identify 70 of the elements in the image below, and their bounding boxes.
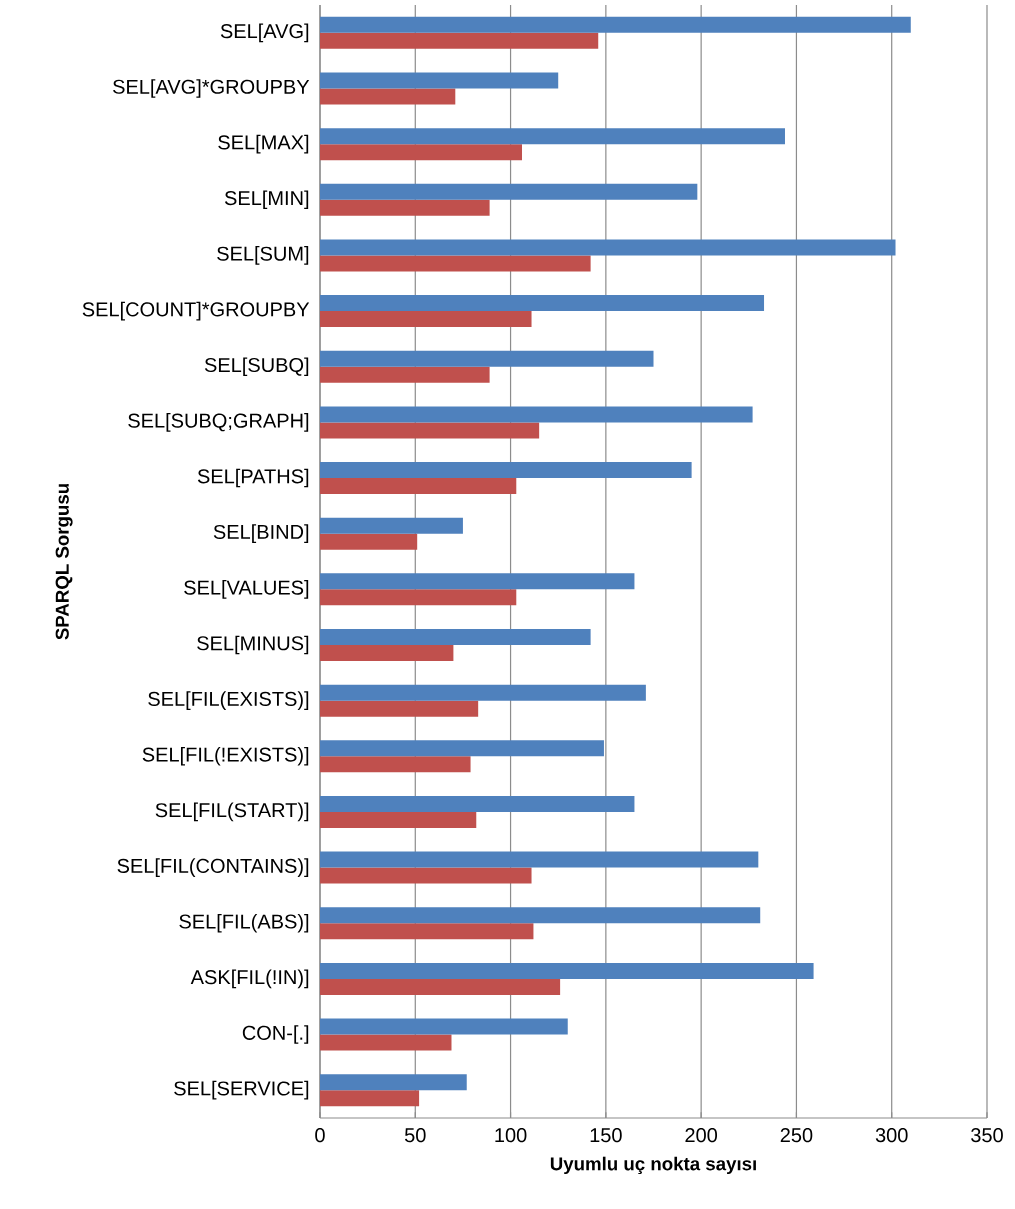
bar [320, 1034, 452, 1051]
x-tick-label: 0 [315, 1128, 325, 1143]
x-tick-label: 350 [971, 1128, 1003, 1143]
bar [320, 128, 785, 145]
bar [320, 644, 454, 661]
bar [320, 311, 532, 328]
bar [320, 239, 896, 256]
bar [320, 907, 761, 924]
x-tick-label: 100 [495, 1128, 527, 1143]
bar [320, 478, 517, 495]
bar [320, 867, 532, 884]
x-tick-label: 50 [404, 1128, 426, 1143]
bar [320, 462, 692, 479]
y-tick-label: SEL[FIL(EXISTS)] [148, 691, 309, 710]
y-tick-label: SEL[COUNT]*GROUPBY [82, 301, 310, 321]
bar [320, 700, 479, 717]
bar [320, 366, 490, 383]
y-tick-label: SEL[MAX] [218, 134, 309, 154]
bar [320, 422, 540, 439]
y-tick-label: SEL[SUBQ;GRAPH] [128, 413, 309, 432]
y-tick-label: SEL[MIN] [224, 190, 309, 210]
bar [320, 350, 654, 367]
x-tick-label: 150 [590, 1128, 622, 1143]
bar [320, 88, 456, 105]
bar [320, 72, 559, 89]
bar [320, 851, 759, 868]
bar [320, 1074, 467, 1091]
y-tick-label: SEL[BIND] [213, 524, 309, 543]
bar [320, 255, 591, 272]
y-tick-label: SEL[MINUS] [197, 635, 309, 655]
y-tick-label: SEL[FIL(START)] [155, 802, 309, 822]
bar [320, 144, 522, 161]
bar [320, 740, 604, 757]
y-tick-label: SEL[FIL(!EXISTS)] [142, 746, 309, 766]
bar [320, 32, 599, 49]
bar [320, 295, 765, 312]
y-axis-title: SPARQL Sorgusu [55, 484, 73, 640]
bar [320, 406, 753, 423]
y-tick-label: SEL[SUBQ] [204, 357, 309, 377]
bar [320, 1090, 420, 1107]
bar [320, 962, 814, 979]
y-tick-label: SEL[SUM] [217, 246, 309, 265]
bar [320, 684, 646, 701]
x-tick-label: 200 [685, 1128, 718, 1143]
bar [320, 533, 418, 550]
y-tick-label: SEL[FIL(ABS)] [179, 913, 309, 933]
y-tick-label: SEL[VALUES] [184, 580, 309, 599]
y-tick-label: SEL[PATHS] [197, 468, 309, 488]
y-tick-label: SEL[AVG]*GROUPBY [113, 79, 310, 98]
bar [320, 628, 591, 645]
y-tick-label: SEL[FIL(CONTAINS)] [117, 858, 309, 877]
y-tick-label: SEL[AVG] [220, 23, 309, 43]
x-axis-title: Uyumlu uç nokta sayısı [550, 1156, 756, 1175]
bar [320, 16, 911, 33]
y-tick-label: CON-[.] [242, 1025, 309, 1044]
y-tick-label: SEL[SERVICE] [174, 1080, 309, 1100]
bar [320, 199, 490, 216]
bar [320, 183, 698, 200]
y-tick-label: ASK[FIL(!IN)] [190, 969, 309, 989]
bar [320, 517, 463, 534]
bar [320, 978, 561, 995]
x-tick-label: 300 [875, 1128, 908, 1143]
bar [320, 811, 477, 828]
bar [320, 573, 635, 590]
bar [320, 756, 471, 773]
bar [320, 1018, 568, 1035]
bar [320, 795, 635, 812]
x-tick-label: 250 [780, 1128, 813, 1143]
bar [320, 923, 534, 940]
bar [320, 589, 517, 606]
